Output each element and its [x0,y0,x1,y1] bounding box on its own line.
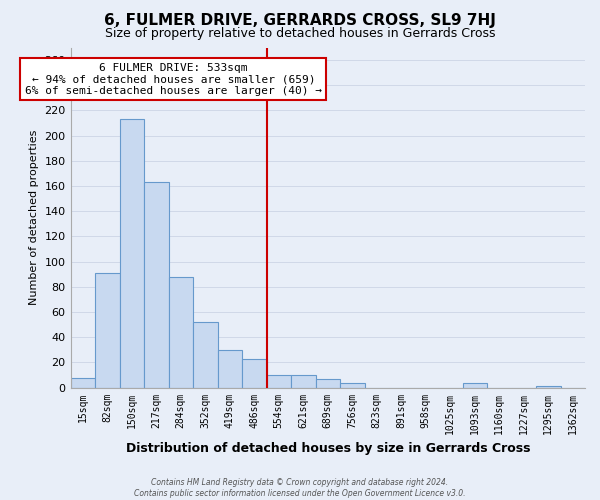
Bar [119,120,144,388]
Bar [95,273,119,388]
Bar [266,375,291,388]
Y-axis label: Number of detached properties: Number of detached properties [29,130,39,306]
Bar [144,182,169,388]
Bar [193,322,218,388]
Bar [536,386,560,388]
X-axis label: Distribution of detached houses by size in Gerrards Cross: Distribution of detached houses by size … [125,442,530,455]
Bar [463,382,487,388]
Text: Contains HM Land Registry data © Crown copyright and database right 2024.
Contai: Contains HM Land Registry data © Crown c… [134,478,466,498]
Text: Size of property relative to detached houses in Gerrards Cross: Size of property relative to detached ho… [105,28,495,40]
Bar [218,350,242,388]
Bar [169,277,193,388]
Text: 6 FULMER DRIVE: 533sqm
← 94% of detached houses are smaller (659)
6% of semi-det: 6 FULMER DRIVE: 533sqm ← 94% of detached… [25,62,322,96]
Bar [71,378,95,388]
Bar [291,375,316,388]
Bar [242,358,266,388]
Text: 6, FULMER DRIVE, GERRARDS CROSS, SL9 7HJ: 6, FULMER DRIVE, GERRARDS CROSS, SL9 7HJ [104,12,496,28]
Bar [340,382,365,388]
Bar [316,379,340,388]
